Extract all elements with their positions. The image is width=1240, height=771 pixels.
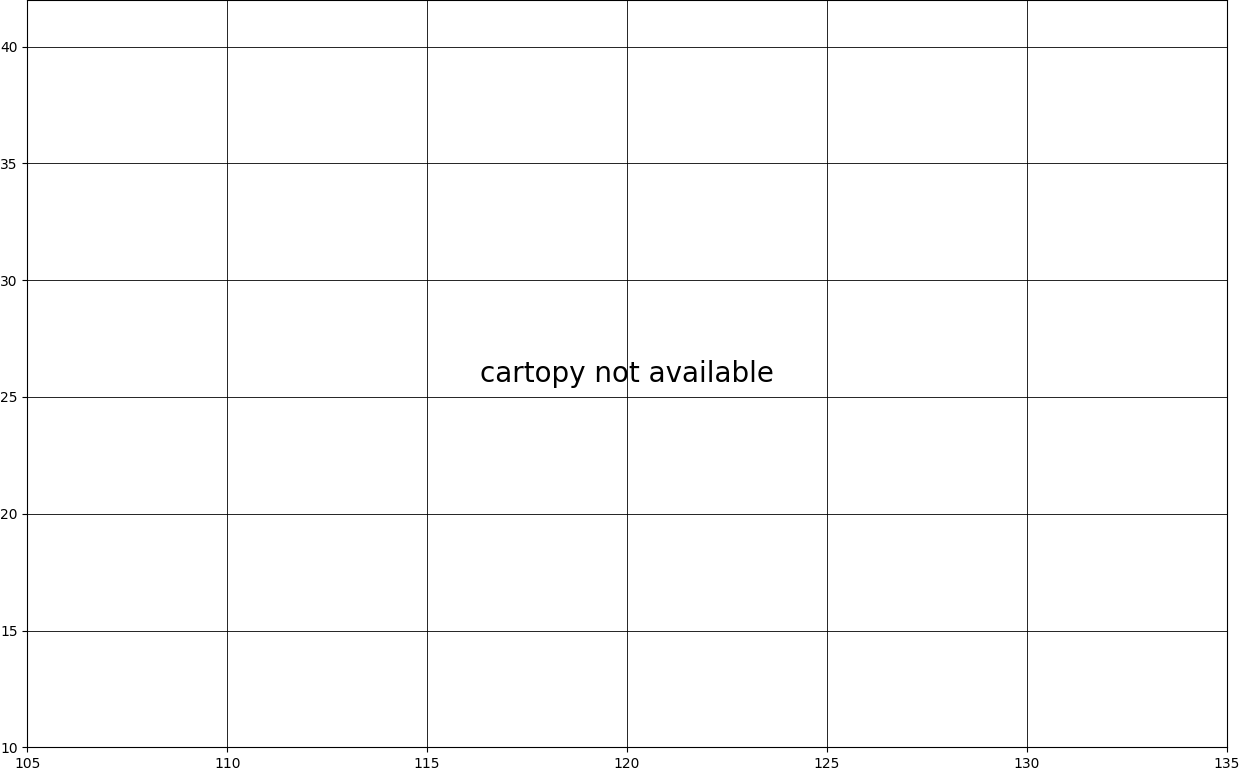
Text: cartopy not available: cartopy not available bbox=[480, 359, 774, 388]
